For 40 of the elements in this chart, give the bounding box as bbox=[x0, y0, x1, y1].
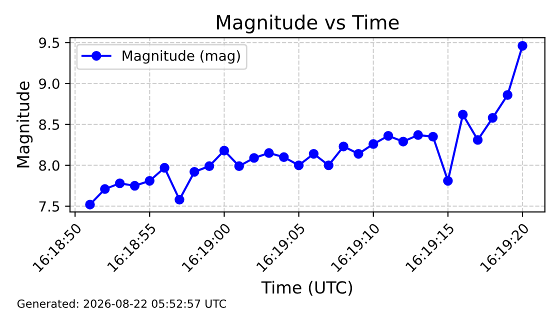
legend-label: Magnitude (mag) bbox=[122, 50, 240, 64]
y-tick-label: 9.0 bbox=[39, 78, 60, 89]
point bbox=[398, 136, 408, 146]
point bbox=[518, 41, 528, 51]
y-tick-label: 8.5 bbox=[39, 119, 60, 130]
y-tick-label: 8.0 bbox=[39, 160, 60, 171]
point bbox=[85, 200, 95, 210]
point bbox=[279, 152, 289, 162]
point bbox=[264, 148, 274, 158]
point bbox=[174, 194, 184, 205]
point bbox=[443, 176, 453, 186]
point bbox=[502, 90, 512, 100]
point bbox=[130, 180, 140, 191]
point bbox=[383, 131, 394, 141]
point bbox=[368, 139, 378, 149]
y-tick-label: 7.5 bbox=[39, 201, 60, 212]
point bbox=[234, 161, 244, 171]
point bbox=[428, 132, 438, 142]
point bbox=[249, 153, 259, 163]
y-tick-label: 9.5 bbox=[39, 38, 60, 48]
point bbox=[354, 149, 364, 159]
point bbox=[413, 130, 423, 140]
point bbox=[190, 167, 200, 177]
point bbox=[324, 160, 334, 170]
point bbox=[114, 178, 125, 188]
text: Generated: 2026-08-22 05:52:57 UTC bbox=[17, 299, 226, 308]
point bbox=[488, 113, 498, 123]
point bbox=[472, 135, 483, 145]
point bbox=[100, 184, 110, 194]
point bbox=[204, 161, 214, 171]
point bbox=[308, 149, 319, 159]
point bbox=[144, 176, 155, 186]
point bbox=[338, 142, 348, 152]
point bbox=[160, 162, 170, 173]
chart-title: Magnitude vs Time bbox=[217, 14, 399, 34]
y-axis-title: Magnitude bbox=[16, 82, 33, 168]
point bbox=[458, 110, 468, 120]
point bbox=[294, 160, 304, 170]
x-axis-title: Time (UTC) bbox=[261, 280, 352, 296]
point bbox=[219, 146, 230, 156]
